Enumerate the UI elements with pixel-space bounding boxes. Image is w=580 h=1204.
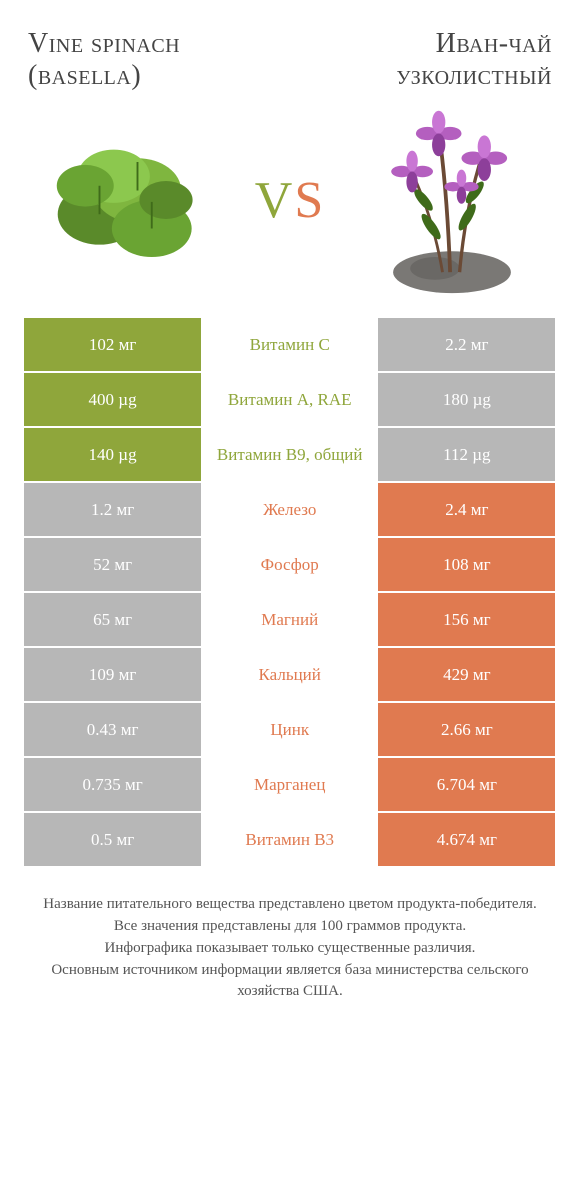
value-left: 1.2 мг [24, 483, 201, 536]
nutrient-label: Магний [201, 593, 378, 646]
fireweed-icon [357, 105, 547, 295]
value-right: 156 мг [378, 593, 555, 646]
value-left: 52 мг [24, 538, 201, 591]
value-right: 2.66 мг [378, 703, 555, 756]
table-row: 109 мгКальций429 мг [24, 648, 556, 703]
nutrient-label: Фосфор [201, 538, 378, 591]
vs-s: S [294, 172, 325, 229]
value-right: 2.4 мг [378, 483, 555, 536]
nutrient-label: Витамин B3 [201, 813, 378, 866]
product-title-left: Vine spinach (basella) [28, 28, 280, 92]
value-left: 0.43 мг [24, 703, 201, 756]
footnote-line: Основным источником информации является … [28, 960, 552, 1004]
nutrient-label: Кальций [201, 648, 378, 701]
nutrient-label: Марганец [201, 758, 378, 811]
table-row: 0.43 мгЦинк2.66 мг [24, 703, 556, 758]
product-title-right: Иван-чай узколистный [300, 28, 552, 92]
table-row: 52 мгФосфор108 мг [24, 538, 556, 593]
nutrient-label: Цинк [201, 703, 378, 756]
vs-label: VS [255, 171, 325, 230]
table-row: 1.2 мгЖелезо2.4 мг [24, 483, 556, 538]
nutrient-label: Витамин B9, общий [201, 428, 378, 481]
footnote-line: Название питательного вещества представл… [28, 894, 552, 916]
value-left: 0.5 мг [24, 813, 201, 866]
value-left: 65 мг [24, 593, 201, 646]
value-left: 102 мг [24, 318, 201, 371]
value-right: 6.704 мг [378, 758, 555, 811]
footnote-text: Название питательного вещества представл… [0, 868, 580, 1003]
table-row: 400 µgВитамин A, RAE180 µg [24, 373, 556, 428]
value-left: 0.735 мг [24, 758, 201, 811]
table-row: 102 мгВитамин C2.2 мг [24, 318, 556, 373]
footnote-line: Все значения представлены для 100 граммо… [28, 916, 552, 938]
nutrient-label: Железо [201, 483, 378, 536]
nutrient-label: Витамин C [201, 318, 378, 371]
value-left: 109 мг [24, 648, 201, 701]
value-left: 400 µg [24, 373, 201, 426]
spinach-icon [33, 105, 223, 295]
value-right: 4.674 мг [378, 813, 555, 866]
footnote-line: Инфографика показывает только существенн… [28, 938, 552, 960]
value-left: 140 µg [24, 428, 201, 481]
table-row: 0.735 мгМарганец6.704 мг [24, 758, 556, 813]
value-right: 108 мг [378, 538, 555, 591]
comparison-table: 102 мгВитамин C2.2 мг400 µgВитамин A, RA… [0, 318, 580, 868]
table-row: 65 мгМагний156 мг [24, 593, 556, 648]
value-right: 180 µg [378, 373, 555, 426]
value-right: 2.2 мг [378, 318, 555, 371]
vs-v: V [255, 172, 295, 229]
value-right: 112 µg [378, 428, 555, 481]
nutrient-label: Витамин A, RAE [201, 373, 378, 426]
table-row: 140 µgВитамин B9, общий112 µg [24, 428, 556, 483]
illustration-right [352, 100, 552, 300]
table-row: 0.5 мгВитамин B34.674 мг [24, 813, 556, 868]
value-right: 429 мг [378, 648, 555, 701]
illustration-left [28, 100, 228, 300]
